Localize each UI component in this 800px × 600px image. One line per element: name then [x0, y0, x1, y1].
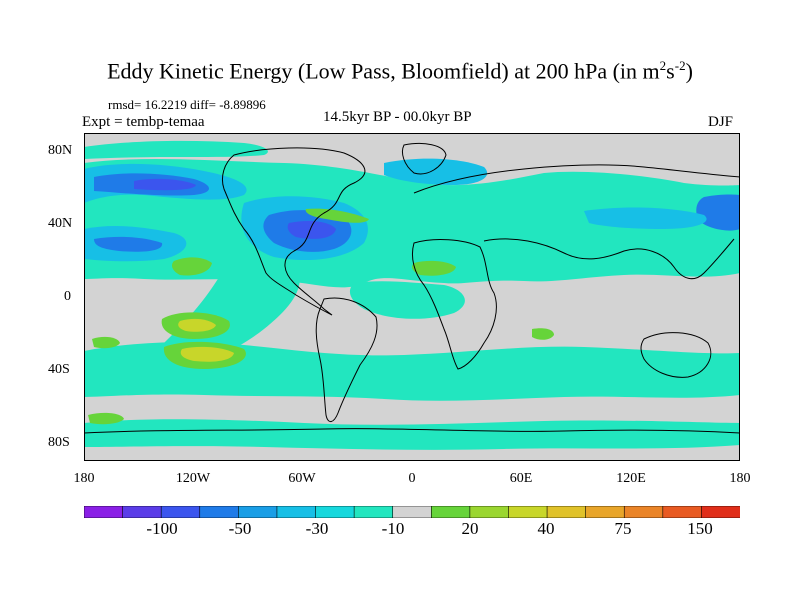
stats-line: rmsd= 16.2219 diff= -8.89896 — [108, 97, 266, 112]
lon-label-180-left: 180 — [73, 471, 95, 486]
colorbar-swatch-12 — [546, 506, 587, 518]
east-pacific-blue — [94, 236, 163, 252]
green-patch-southwest — [92, 336, 120, 349]
lat-label-40s: 40S — [48, 362, 70, 377]
experiment-label: Expt = tembp-temaa — [82, 114, 205, 130]
season-label: DJF — [708, 114, 734, 130]
colorbar-swatch-0 — [84, 506, 124, 518]
antarctic-teal-band — [84, 419, 740, 450]
arctic-teal — [84, 140, 268, 159]
map-plot — [84, 133, 740, 461]
lon-label-180-right: 180 — [729, 471, 751, 486]
colorbar-label-75: 75 — [614, 519, 632, 538]
lat-label-80s: 80S — [48, 435, 70, 450]
colorbar-swatch-13 — [585, 506, 626, 518]
lon-label-120w: 120W — [175, 471, 211, 486]
lat-label-80n: 80N — [48, 143, 73, 158]
title-close: ) — [685, 58, 693, 84]
period-label: 14.5kyr BP - 00.0kyr BP — [323, 109, 472, 125]
colorbar-label--10: -10 — [381, 519, 405, 538]
lon-label-60e: 60E — [509, 471, 533, 486]
asia-cyan-band — [584, 207, 707, 229]
green-streak-north — [305, 208, 369, 223]
colorbar-swatch-14 — [623, 506, 664, 518]
north-america-deep — [287, 221, 336, 239]
lat-label-40n: 40N — [48, 216, 73, 231]
title-sup-1: 2 — [659, 58, 667, 73]
colorbar — [84, 506, 740, 518]
coast-south-america — [315, 297, 378, 422]
colorbar-swatch-6 — [315, 506, 355, 518]
lon-label-120e: 120E — [616, 471, 646, 486]
title-sup-2: -2 — [674, 58, 686, 73]
colorbar-swatch-3 — [199, 506, 240, 518]
green-patch-atlantic — [412, 260, 456, 276]
map-frame — [84, 133, 740, 461]
colorbar-swatch-15 — [662, 506, 703, 518]
green-patch-equator — [172, 257, 212, 276]
lon-label-60w: 60W — [288, 471, 316, 486]
colorbar-label-20: 20 — [461, 519, 479, 538]
colorbar-label--100: -100 — [146, 519, 178, 538]
colorbar-swatch-10 — [469, 506, 510, 518]
coast-australia — [640, 332, 712, 378]
lat-label-0: 0 — [64, 289, 71, 304]
colorbar-swatch-9 — [430, 506, 471, 518]
coastlines — [84, 142, 740, 434]
south-storm-band — [84, 342, 740, 401]
tropical-teal-1 — [160, 264, 300, 368]
yellow-patch-pacific-2 — [180, 346, 234, 362]
colorbar-swatch-5 — [276, 506, 317, 518]
colorbar-swatch-16 — [701, 506, 740, 518]
yellow-patch-pacific-1 — [178, 318, 216, 332]
coast-eurasia — [413, 164, 740, 280]
colorbar-label--30: -30 — [305, 519, 329, 538]
north-pacific-deep — [134, 178, 196, 191]
green-patch-south-atl — [532, 328, 554, 340]
colorbar-swatch-1 — [122, 506, 162, 518]
title-unit-s: s — [666, 58, 675, 84]
east-pacific-blue-right — [696, 194, 740, 231]
colorbar-label--50: -50 — [228, 519, 252, 538]
colorbar-swatch-4 — [238, 506, 278, 518]
colorbar-swatch-8 — [392, 506, 433, 518]
coast-greenland — [401, 142, 447, 175]
map-title: Eddy Kinetic Energy (Low Pass, Bloomfiel… — [0, 58, 800, 84]
lon-label-0: 0 — [408, 471, 416, 486]
colorbar-swatch-7 — [353, 506, 394, 518]
north-teal-band — [84, 158, 740, 288]
green-patch-south-far — [88, 412, 124, 425]
colorbar-swatch-2 — [160, 506, 201, 518]
colorbar-label-150: 150 — [687, 519, 713, 538]
colorbar-label-40: 40 — [537, 519, 555, 538]
coast-africa — [411, 239, 497, 370]
title-text: Eddy Kinetic Energy (Low Pass, Bloomfiel… — [107, 58, 660, 84]
coast-antarctica — [84, 428, 740, 434]
colorbar-swatch-11 — [508, 506, 548, 518]
coast-north-america — [221, 147, 366, 316]
